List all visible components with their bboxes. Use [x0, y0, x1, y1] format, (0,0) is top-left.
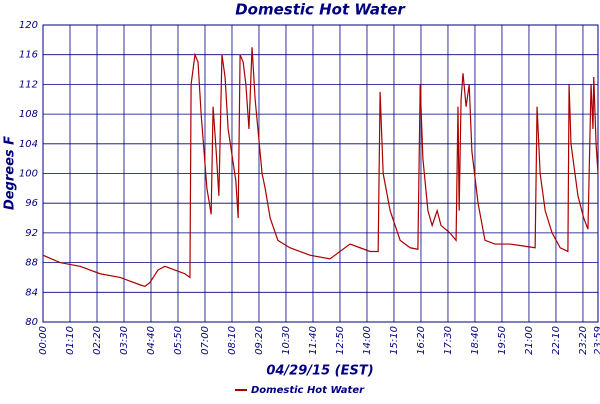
x-tick-label: 02:20 — [92, 326, 103, 355]
x-tick-label: 12:50 — [335, 326, 346, 355]
x-tick-label: 04:40 — [146, 326, 157, 355]
y-tick-label: 88 — [25, 258, 38, 269]
x-tick-label: 15:10 — [389, 326, 400, 355]
y-tick-label: 80 — [25, 317, 38, 328]
x-tick-label: 11:40 — [308, 326, 319, 355]
y-tick-label: 112 — [19, 79, 38, 90]
x-tick-label: 00:00 — [38, 326, 49, 355]
y-tick-label: 100 — [19, 169, 38, 180]
x-tick-label: 21:00 — [524, 326, 535, 355]
x-tick-label: 23:20 — [578, 326, 589, 355]
y-axis-label: Degrees F — [3, 136, 18, 210]
x-tick-label: 03:30 — [119, 326, 130, 355]
legend-label: Domestic Hot Water — [251, 385, 365, 396]
chart-title: Domestic Hot Water — [235, 1, 406, 19]
x-axis-label: 04/29/15 (EST) — [266, 364, 373, 379]
x-tick-label: 17:30 — [443, 326, 454, 355]
x-tick-label: 07:00 — [200, 326, 211, 355]
x-tick-label: 18:40 — [470, 326, 481, 355]
x-tick-label: 14:00 — [362, 326, 373, 355]
x-tick-label: 08:10 — [227, 326, 238, 355]
x-tick-label: 16:20 — [416, 326, 427, 355]
y-tick-label: 84 — [25, 287, 38, 298]
x-tick-label: 23:59 — [593, 326, 600, 355]
y-tick-label: 96 — [25, 198, 38, 209]
y-tick-label: 116 — [19, 50, 38, 61]
x-tick-label: 22:10 — [551, 326, 562, 355]
x-tick-label: 05:50 — [173, 326, 184, 355]
y-tick-label: 108 — [19, 109, 38, 120]
x-tick-label: 09:20 — [254, 326, 265, 355]
x-tick-label: 01:10 — [65, 326, 76, 355]
x-tick-label: 10:30 — [281, 326, 292, 355]
y-tick-label: 120 — [19, 20, 38, 31]
x-tick-label: 19:50 — [497, 326, 508, 355]
data-line — [42, 47, 599, 288]
y-tick-label: 92 — [25, 228, 38, 239]
y-tick-label: 104 — [19, 139, 38, 150]
